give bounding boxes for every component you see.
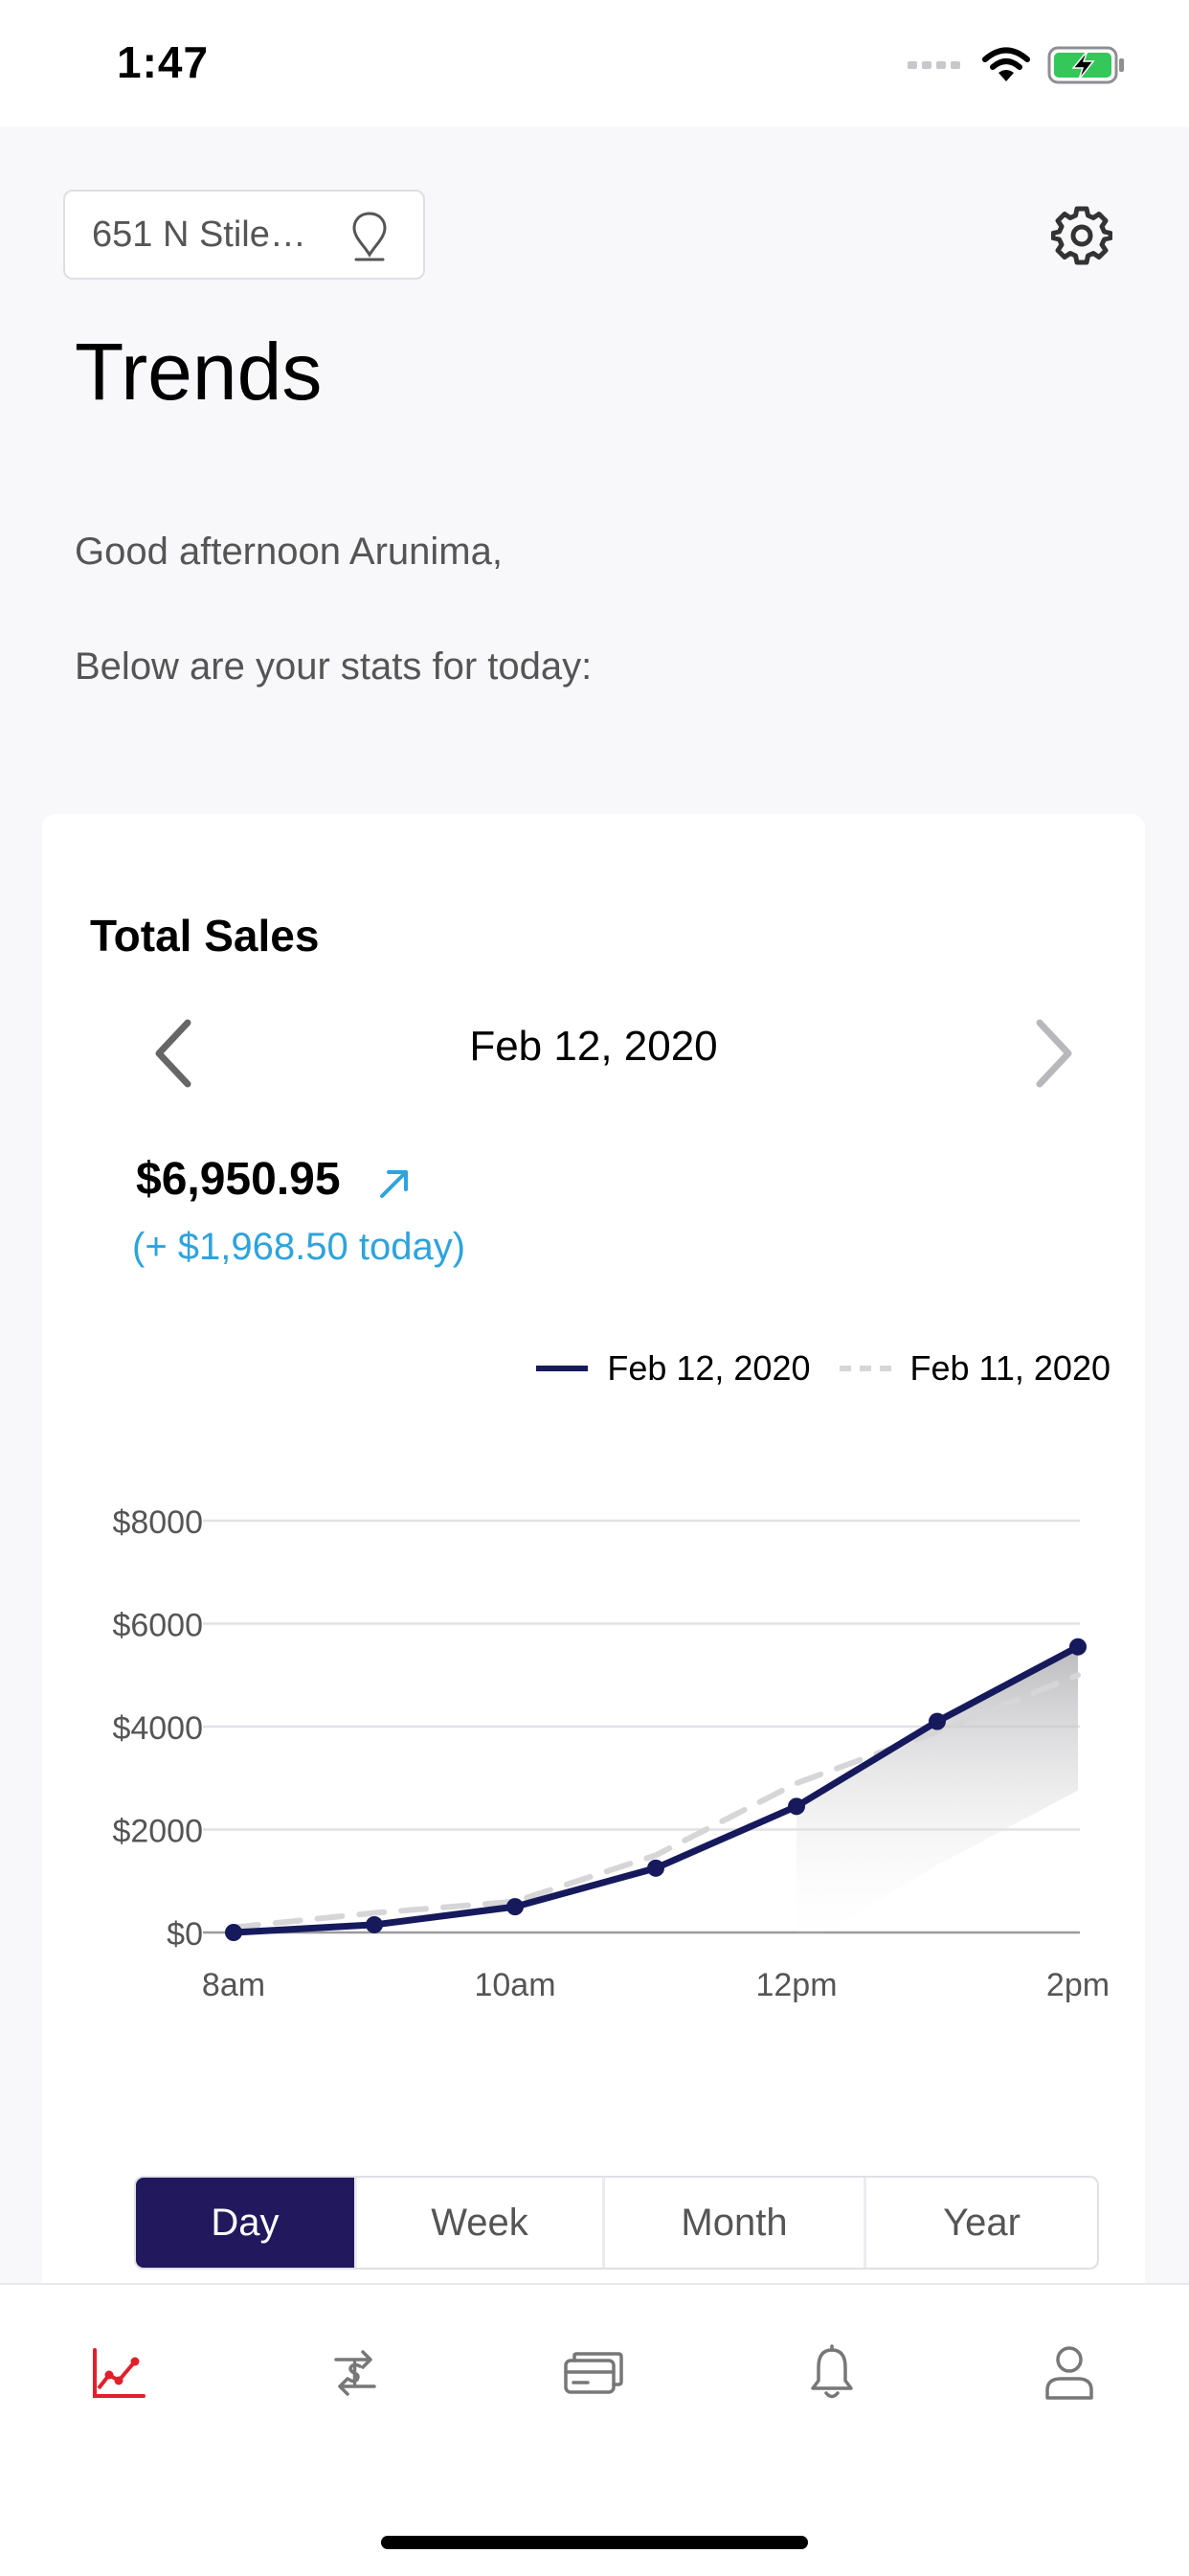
tab-trends[interactable] [79,2335,156,2411]
trends-icon [93,2348,146,2398]
chart-legend: Feb 12, 2020 Feb 11, 2020 [507,1348,1110,1389]
legend-swatch-dashed [839,1366,891,1371]
data-point[interactable] [506,1898,524,1916]
card-title: Total Sales [90,911,320,960]
selected-date: Feb 12, 2020 [469,1023,718,1070]
range-option-month[interactable]: Month [602,2178,864,2268]
transfer-icon [334,2350,376,2396]
previous-date-button[interactable] [138,1006,214,1101]
data-point[interactable] [225,1924,242,1941]
status-icons [908,42,1126,88]
data-point[interactable] [366,1915,383,1933]
legend-label: Feb 11, 2020 [909,1348,1111,1388]
tab-transfers[interactable] [317,2335,393,2411]
sales-delta: (+ $1,968.50 today) [132,1226,466,1268]
chevron-right-icon [1036,1019,1072,1088]
y-tick-label: $8000 [112,1504,203,1541]
tab-profile[interactable] [1031,2335,1108,2411]
tab-cards[interactable] [555,2335,632,2411]
series-area-fill [796,1646,1078,1951]
series-line-previous [231,1672,1081,1931]
total-sales-card: Total Sales Feb 12, 2020 $6,950.95 (+ $1… [42,814,1145,2308]
data-point[interactable] [788,1797,805,1816]
bottom-tab-bar [0,2283,1189,2576]
greeting-text: Good afternoon Arunima, [75,531,503,573]
chevron-left-icon [155,1019,191,1088]
data-point[interactable] [1069,1638,1087,1656]
home-indicator [381,2536,808,2549]
legend-item-current: Feb 12, 2020 [536,1348,811,1389]
data-point[interactable] [647,1859,664,1877]
x-tick-label: 12pm [755,1967,837,2003]
range-option-year[interactable]: Year [864,2178,1097,2268]
signal-icon [908,61,960,69]
location-pin-icon [352,212,387,261]
y-tick-label: $6000 [112,1608,203,1644]
status-bar: 1:47 [0,0,1189,126]
x-tick-label: 10am [474,1967,555,2003]
x-tick-label: 2pm [1046,1967,1110,2003]
y-tick-label: $2000 [112,1814,203,1850]
legend-item-previous: Feb 11, 2020 [839,1348,1111,1389]
wifi-icon [982,47,1030,81]
page-title: Trends [75,327,323,417]
sales-line-chart: $8000 $6000 $4000 $2000 $0 8am 10am 12pm 2pm [112,1504,1110,2003]
x-tick-label: 8am [202,1967,265,2003]
y-tick-label: $0 [167,1916,203,1953]
legend-label: Feb 12, 2020 [607,1348,811,1388]
battery-charging-icon [1047,46,1124,84]
range-selector: Day Week Month Year [134,2176,1099,2270]
total-sales-value: $6,950.95 [136,1154,341,1205]
stats-intro-text: Below are your stats for today: [75,645,593,688]
data-point[interactable] [929,1712,946,1730]
card-icon [564,2352,623,2394]
profile-icon [1045,2346,1093,2400]
address-selector[interactable]: 651 N Stile… [63,190,425,280]
status-time: 1:47 [117,37,210,87]
range-option-week[interactable]: Week [354,2178,602,2268]
range-option-day[interactable]: Day [136,2178,354,2268]
next-date-button[interactable] [1013,1006,1089,1101]
settings-gear-icon[interactable] [1051,205,1112,266]
trend-up-arrow-icon [380,1170,408,1198]
tab-notifications[interactable] [794,2335,870,2411]
y-tick-label: $4000 [112,1710,203,1747]
address-label: 651 N Stile… [92,214,306,255]
legend-swatch-solid [536,1366,589,1371]
bell-icon [811,2344,853,2399]
